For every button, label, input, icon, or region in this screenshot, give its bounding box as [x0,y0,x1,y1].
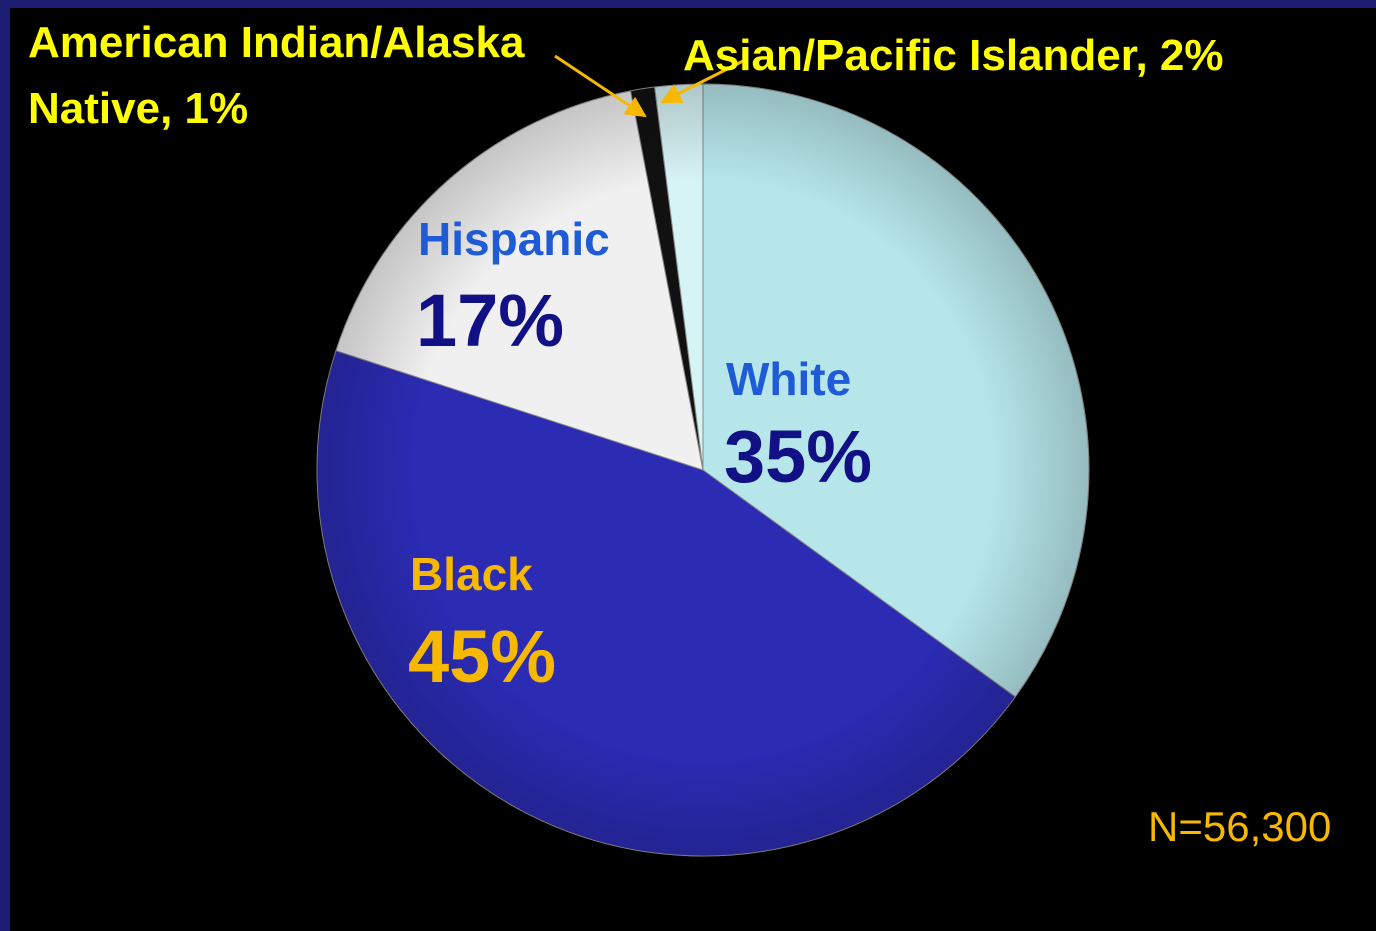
sample-size: N=56,300 [1148,803,1332,850]
chart [316,54,1090,857]
callout-label: American Indian/Alaska Native, 1% [28,18,525,133]
slice-value: 35% [724,415,873,498]
slice-value: 17% [416,279,565,362]
slide: N=56,300 White 35% Black 45% Hispanic 17% Amer… [10,8,1376,931]
slice-value: 45% [408,615,557,698]
callout-arrow [660,58,746,104]
slice-name: Black [410,548,533,600]
slice-name: White [726,353,852,405]
callout-arrow [554,54,647,118]
callout-label: Asian/Pacific Islander, 2% [683,31,1224,80]
slice-name: Hispanic [418,213,610,265]
